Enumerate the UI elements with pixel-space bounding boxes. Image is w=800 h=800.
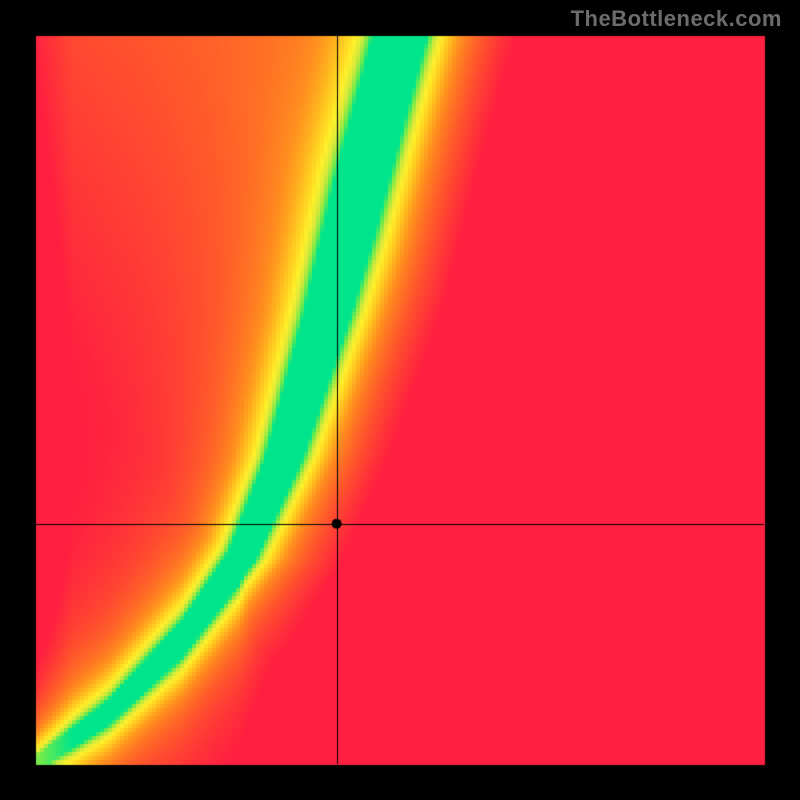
watermark-text: TheBottleneck.com	[571, 6, 782, 32]
bottleneck-heatmap	[0, 0, 800, 800]
